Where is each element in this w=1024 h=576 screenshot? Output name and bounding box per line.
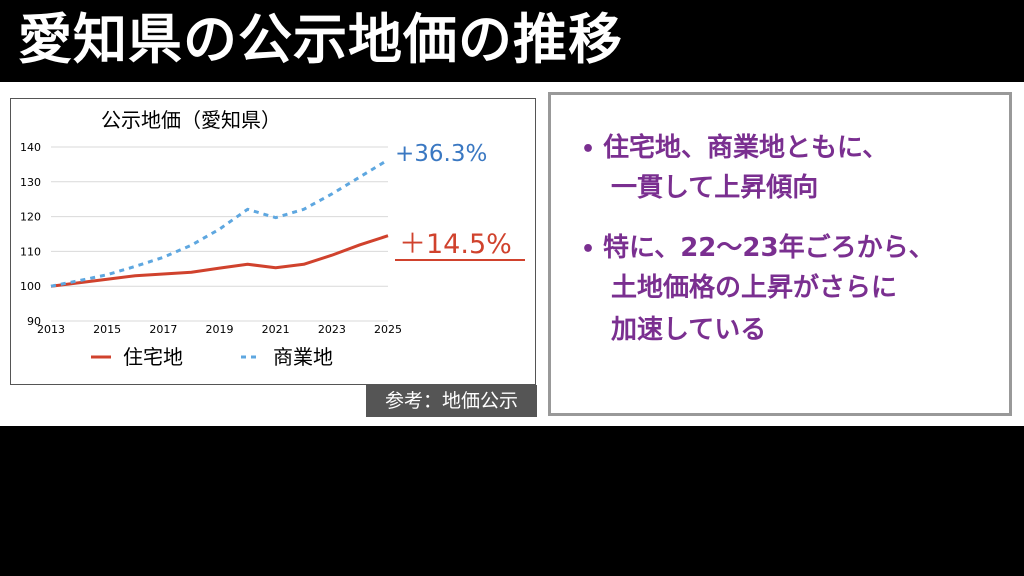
y-tick-label: 140 (20, 141, 41, 154)
y-tick-label: 130 (20, 176, 41, 189)
chart-title: 公示地価（愛知県） (101, 108, 281, 132)
x-tick-label: 2019 (206, 323, 234, 336)
x-tick-label: 2015 (93, 323, 121, 336)
x-tick-label: 2013 (37, 323, 65, 336)
y-tick-label: 90 (27, 315, 41, 328)
source-label: 参考：地価公示 (366, 385, 537, 417)
slide-body: 公示地価（愛知県） 90 100 110 120 130 140 2013 2015 2017… (0, 82, 1024, 426)
legend-label: 住宅地 (123, 345, 183, 369)
bullet-text: 住宅地、商業地ともに、 (603, 133, 889, 163)
series-line-0 (50, 234, 389, 288)
bullet-text: 加速している (611, 315, 767, 345)
y-tick-label: 100 (20, 280, 41, 293)
series-end-label: ＋14.5% (399, 229, 512, 260)
page-title: 愛知県の公示地価の推移 (18, 8, 623, 71)
y-tick-label: 110 (20, 245, 41, 258)
bullet-text: 特に、22〜23年ごろから、 (603, 233, 935, 263)
bullet-dot: • (581, 237, 596, 262)
x-tick-label: 2017 (149, 323, 177, 336)
x-tick-label: 2023 (318, 323, 346, 336)
bullet-dot: • (581, 137, 596, 162)
bullet-item-acceleration: • 特に、22〜23年ごろから、 土地価格の上昇がさらに 加速している (581, 229, 935, 349)
series-end-label: +36.3% (395, 141, 487, 167)
chart-panel: 公示地価（愛知県） 90 100 110 120 130 140 2013 2015 2017… (10, 98, 536, 385)
legend-label: 商業地 (273, 345, 333, 369)
bullet-text: 一貫して上昇傾向 (611, 173, 819, 203)
line-chart: 公示地価（愛知県） 90 100 110 120 130 140 2013 2015 2017… (20, 108, 525, 369)
x-tick-label: 2025 (374, 323, 402, 336)
bullet-text: 土地価格の上昇がさらに (611, 273, 898, 303)
x-tick-label: 2021 (262, 323, 290, 336)
y-tick-label: 120 (20, 211, 41, 224)
bullet-panel: • 住宅地、商業地ともに、 一貫して上昇傾向 • 特に、22〜23年ごろから、 土地… (548, 92, 1012, 416)
bullet-item-trend: • 住宅地、商業地ともに、 一貫して上昇傾向 (581, 129, 888, 207)
